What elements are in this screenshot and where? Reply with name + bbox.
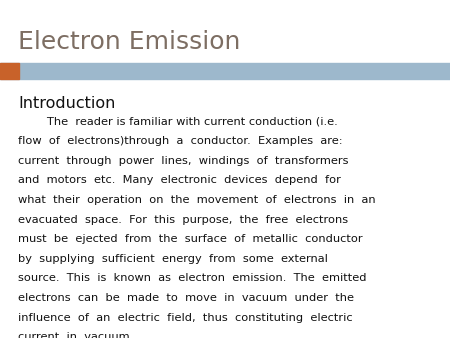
Bar bbox=[0, 63, 19, 79]
Bar bbox=[0, 63, 450, 79]
Text: by  supplying  sufficient  energy  from  some  external: by supplying sufficient energy from some… bbox=[18, 254, 328, 264]
Text: current  in  vacuum.: current in vacuum. bbox=[18, 332, 133, 338]
Text: The  reader is familiar with current conduction (i.e.: The reader is familiar with current cond… bbox=[18, 117, 338, 127]
Text: what  their  operation  on  the  movement  of  electrons  in  an: what their operation on the movement of … bbox=[18, 195, 376, 205]
Text: influence  of  an  electric  field,  thus  constituting  electric: influence of an electric field, thus con… bbox=[18, 313, 353, 323]
Text: electrons  can  be  made  to  move  in  vacuum  under  the: electrons can be made to move in vacuum … bbox=[18, 293, 354, 303]
Text: Electron Emission: Electron Emission bbox=[18, 30, 240, 54]
Text: and  motors  etc.  Many  electronic  devices  depend  for: and motors etc. Many electronic devices … bbox=[18, 175, 341, 186]
Text: source.  This  is  known  as  electron  emission.  The  emitted: source. This is known as electron emissi… bbox=[18, 273, 366, 284]
Text: flow  of  electrons)through  a  conductor.  Examples  are:: flow of electrons)through a conductor. E… bbox=[18, 136, 342, 146]
Text: current  through  power  lines,  windings  of  transformers: current through power lines, windings of… bbox=[18, 156, 348, 166]
Text: must  be  ejected  from  the  surface  of  metallic  conductor: must be ejected from the surface of meta… bbox=[18, 234, 363, 244]
Text: Introduction: Introduction bbox=[18, 96, 115, 111]
Text: evacuated  space.  For  this  purpose,  the  free  electrons: evacuated space. For this purpose, the f… bbox=[18, 215, 348, 225]
